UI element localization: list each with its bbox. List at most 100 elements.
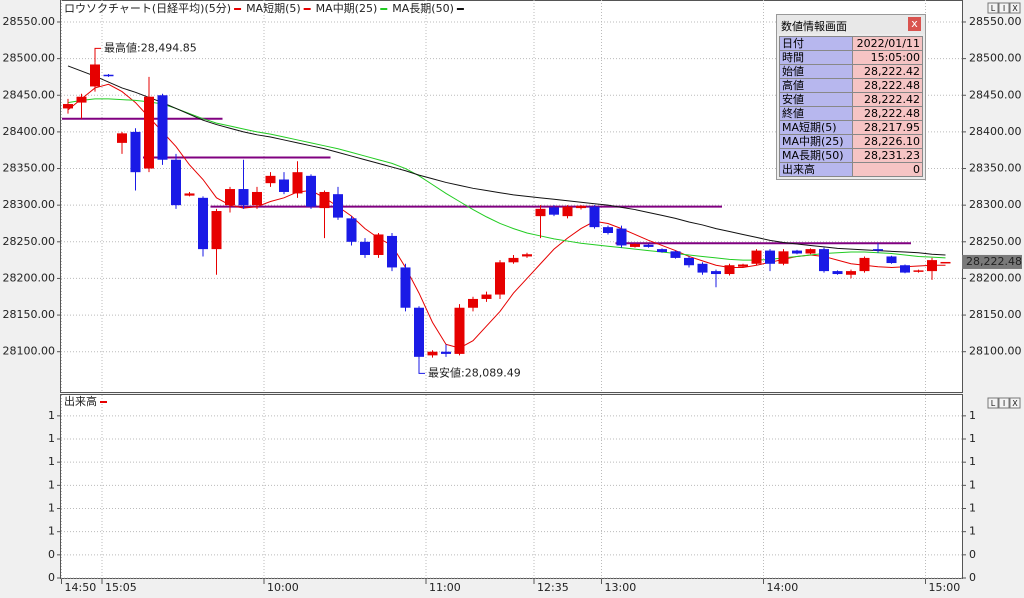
- candle-body: [792, 250, 802, 254]
- candle-body: [292, 172, 303, 194]
- candle-body: [238, 189, 249, 206]
- info-label: 日付: [779, 36, 853, 51]
- candle-body: [346, 218, 357, 242]
- info-label: MA長期(50): [779, 148, 853, 163]
- window-button[interactable]: [1009, 397, 1021, 409]
- candle-body: [724, 265, 735, 275]
- candle-body: [211, 211, 222, 250]
- candle-body: [333, 194, 343, 218]
- candle-body: [562, 206, 573, 217]
- y-tick-label: 1: [48, 525, 55, 538]
- window-button[interactable]: [1009, 2, 1021, 14]
- window-button-label: I: [1003, 399, 1005, 408]
- last-price-label: 28,222.48: [966, 255, 1022, 268]
- info-row: 時間 15:05:00: [779, 50, 923, 65]
- y-tick-label: 28400.00: [969, 125, 1022, 138]
- annotation-label: 最高値:28,494.85: [104, 40, 197, 54]
- ma-line: [67, 98, 946, 261]
- x-tick-label: 10:00: [267, 581, 299, 594]
- info-row: 日付 2022/01/11: [779, 36, 923, 51]
- info-value: 28,222.42: [852, 92, 923, 107]
- candle-body: [495, 262, 505, 295]
- y-tick-label: 1: [969, 478, 976, 491]
- y-tick-label: 1: [969, 432, 976, 445]
- info-row: MA長期(50) 28,231.23: [779, 148, 923, 163]
- info-value: 28,217.95: [852, 120, 923, 135]
- candle-body: [697, 263, 708, 273]
- candle-body: [711, 271, 721, 275]
- annotation-arrow: [418, 359, 425, 374]
- y-tick-label: 1: [48, 478, 55, 491]
- info-value: 0: [852, 162, 923, 177]
- candle-body: [265, 175, 276, 184]
- window-button[interactable]: [987, 397, 999, 409]
- y-tick-label: 28400.00: [3, 125, 56, 138]
- window-button[interactable]: [998, 2, 1010, 14]
- y-tick-label: 28350.00: [3, 162, 56, 175]
- info-value: 28,222.42: [852, 64, 923, 79]
- legend-label: MA中期(25): [316, 2, 378, 15]
- y-tick-label: 1: [48, 409, 55, 422]
- legend-label: MA長期(50): [392, 2, 454, 15]
- close-button[interactable]: x: [908, 17, 921, 31]
- y-tick-label: 28550.00: [3, 15, 56, 28]
- y-tick-label: 28550.00: [969, 15, 1022, 28]
- candle-body: [63, 104, 73, 109]
- candle-body: [157, 95, 168, 160]
- window-button-label: X: [1012, 399, 1018, 408]
- y-tick-label: 28200.00: [3, 271, 56, 284]
- info-label: MA短期(5): [779, 120, 853, 135]
- y-tick-label: 28500.00: [969, 52, 1022, 65]
- y-tick-label: 28250.00: [969, 235, 1022, 248]
- candle-body: [508, 257, 519, 263]
- info-title-bar: 数値情報画面 x: [777, 15, 925, 34]
- candle-body: [603, 227, 613, 234]
- candle-body: [427, 351, 438, 356]
- x-tick-label: 15:00: [929, 581, 961, 594]
- candle-body: [198, 197, 208, 250]
- last-price-tag: [962, 254, 1022, 269]
- y-tick-label: 1: [969, 525, 976, 538]
- info-label: 始値: [779, 64, 853, 79]
- y-tick-label: 0: [969, 571, 976, 584]
- candle-body: [576, 205, 586, 209]
- candle-body: [913, 270, 924, 272]
- volume-panel: [60, 394, 963, 579]
- candle-body: [778, 251, 789, 264]
- candle-body: [400, 267, 411, 308]
- window-button-label: I: [1003, 4, 1005, 13]
- window-button[interactable]: [998, 397, 1010, 409]
- candle-body: [535, 208, 546, 217]
- candle-body: [589, 206, 600, 228]
- candle-body: [225, 189, 235, 206]
- y-tick-label: 1: [48, 502, 55, 515]
- legend-label: MA短期(5): [246, 1, 301, 15]
- window-button-label: X: [1012, 4, 1018, 13]
- candle-body: [468, 298, 478, 308]
- info-row: 出来高 0: [779, 162, 923, 177]
- candle-body: [387, 235, 397, 268]
- candle-body: [184, 193, 195, 196]
- candle-body: [252, 191, 262, 206]
- info-value: 2022/01/11: [852, 36, 923, 51]
- y-tick-label: 28500.00: [3, 52, 56, 65]
- candle-body: [549, 207, 559, 215]
- window-button-label: L: [991, 4, 996, 13]
- candle-body: [738, 264, 748, 267]
- x-tick-label: 12:35: [537, 581, 569, 594]
- window-button[interactable]: [987, 2, 999, 14]
- info-label: 安値: [779, 92, 853, 107]
- candle-body: [522, 254, 532, 257]
- y-tick-label: 28250.00: [3, 235, 56, 248]
- y-tick-label: 28300.00: [3, 198, 56, 211]
- info-label: MA中期(25): [779, 134, 853, 149]
- candle-body: [117, 133, 127, 143]
- info-row: 終値 28,222.48: [779, 106, 923, 121]
- info-value: 28,226.10: [852, 134, 923, 149]
- candle-body: [765, 250, 775, 264]
- ma-line: [67, 65, 946, 256]
- y-tick-label: 28100.00: [3, 345, 56, 358]
- y-tick-label: 0: [969, 548, 976, 561]
- y-tick-label: 1: [969, 502, 976, 515]
